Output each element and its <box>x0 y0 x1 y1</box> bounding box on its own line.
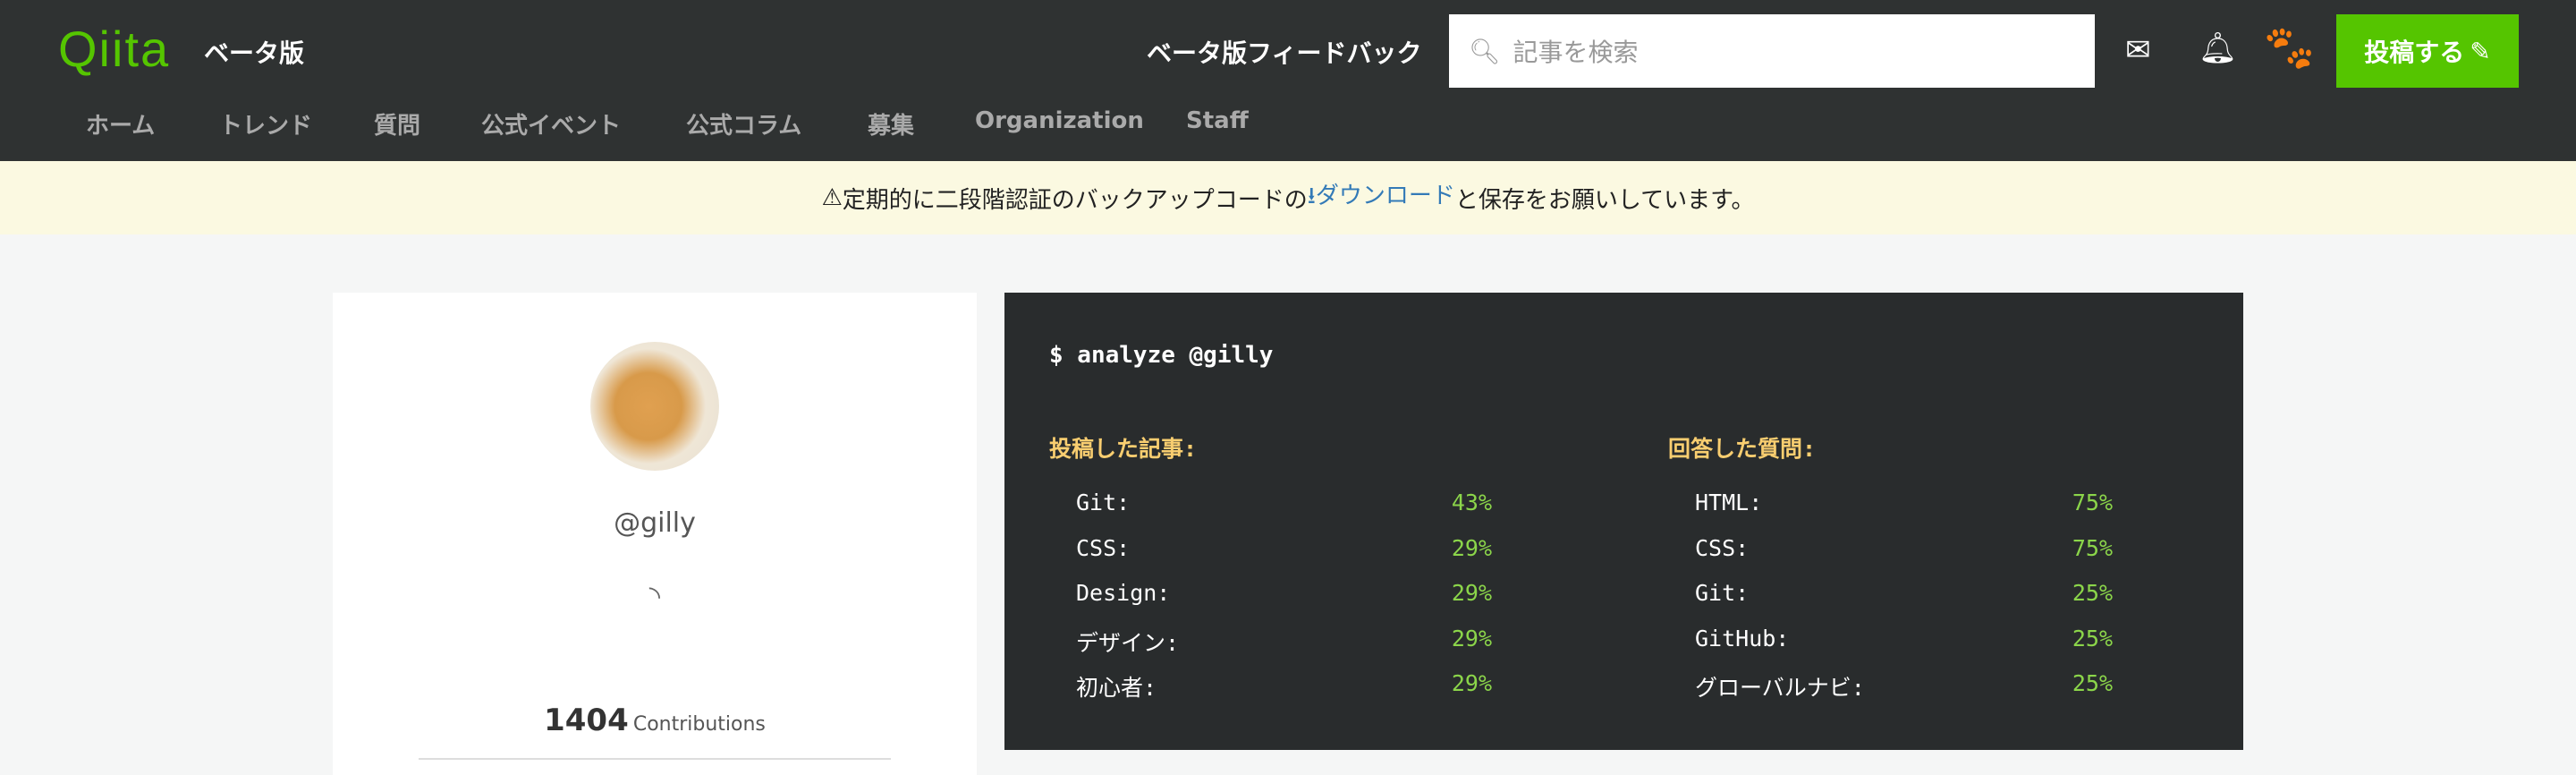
answers-tag-percent: 25% <box>2072 580 2113 606</box>
answers-tag-percent: 25% <box>2072 670 2113 696</box>
beta-feedback-link[interactable]: ベータ版フィードバック <box>1147 38 1422 68</box>
answers-tag-label: GitHub: <box>1695 625 1790 652</box>
articles-tag-percent: 29% <box>1451 534 1492 561</box>
username: @gilly <box>614 507 696 539</box>
divider <box>419 758 891 760</box>
post-button[interactable]: 投稿する ✎ <box>2336 14 2519 88</box>
profile-card: @gilly ◝ 1404 Contributions <box>333 293 977 775</box>
contributions: 1404 Contributions <box>333 703 977 738</box>
warning-icon: ⚠ <box>821 184 843 211</box>
top-header: Qiita ベータ版 ベータ版フィードバック 🔍︎ 記事を検索 ✉ 🔔︎ 🐾︎ … <box>0 0 2576 161</box>
terminal-command: $ analyze @gilly <box>1049 342 1274 369</box>
articles-tag-percent: 43% <box>1451 490 1492 515</box>
mail-icon[interactable]: ✉ <box>2125 32 2151 68</box>
download-link-text: ダウンロード <box>1315 183 1455 209</box>
nav-questions[interactable]: 質問 <box>374 113 421 140</box>
articles-tag-percent: 29% <box>1451 580 1492 606</box>
answers-tag-percent: 75% <box>2072 534 2113 561</box>
articles-tag-label: デザイン: <box>1076 629 1180 656</box>
rss-icon[interactable]: ◝ <box>648 579 661 613</box>
articles-tag-label: Design: <box>1076 580 1171 606</box>
nav-official-column[interactable]: 公式コラム <box>686 113 802 140</box>
contributions-label: Contributions <box>632 713 766 736</box>
answers-heading: 回答した質問: <box>1668 436 1817 462</box>
edit-icon: ✎ <box>2470 36 2491 66</box>
answers-tag-label: グローバルナビ: <box>1695 675 1865 701</box>
nav-home[interactable]: ホーム <box>86 113 156 140</box>
analyze-terminal: $ analyze @gilly 投稿した記事: 回答した質問: Git: 43%… <box>1004 293 2243 750</box>
search-input[interactable]: 🔍︎ 記事を検索 <box>1449 14 2095 88</box>
contributions-count: 1404 <box>544 703 629 738</box>
answers-tag-percent: 25% <box>2072 625 2113 652</box>
banner-text-end: と保存をお願いしています。 <box>1454 186 1755 214</box>
download-link[interactable]: ⭳ダウンロード <box>1308 177 1455 218</box>
qiita-logo[interactable]: Qiita <box>58 21 171 77</box>
nav-staff[interactable]: Staff <box>1186 107 1249 134</box>
nav-organization[interactable]: Organization <box>975 107 1144 134</box>
answers-tag-label: CSS: <box>1695 534 1750 561</box>
search-icon: 🔍︎ <box>1469 36 1501 66</box>
avatar[interactable] <box>590 342 719 471</box>
answers-tag-label: HTML: <box>1695 490 1763 515</box>
notice-banner: ⚠ 定期的に二段階認証のバックアップコードの ⭳ダウンロード と保存をお願いして… <box>0 161 2576 234</box>
articles-tag-percent: 29% <box>1451 625 1492 652</box>
search-placeholder: 記事を検索 <box>1513 38 1639 67</box>
nav-trend[interactable]: トレンド <box>219 113 313 140</box>
articles-tag-label: 初心者: <box>1076 675 1157 701</box>
beta-label: ベータ版 <box>204 38 305 68</box>
post-button-label: 投稿する <box>2364 38 2465 67</box>
articles-tag-label: CSS: <box>1076 534 1131 561</box>
nav-official-events[interactable]: 公式イベント <box>481 113 622 140</box>
download-icon: ⭳ <box>1307 183 1316 209</box>
answers-tag-percent: 75% <box>2072 490 2113 515</box>
nav-recruit[interactable]: 募集 <box>868 113 915 140</box>
articles-heading: 投稿した記事: <box>1049 436 1198 462</box>
bell-icon[interactable]: 🔔︎ <box>2199 30 2238 66</box>
user-avatar-paw-icon[interactable]: 🐾︎ <box>2259 22 2319 76</box>
answers-tag-label: Git: <box>1695 580 1750 606</box>
banner-text: 定期的に二段階認証のバックアップコードの <box>842 186 1308 214</box>
articles-tag-label: Git: <box>1076 490 1131 515</box>
articles-tag-percent: 29% <box>1451 670 1492 696</box>
